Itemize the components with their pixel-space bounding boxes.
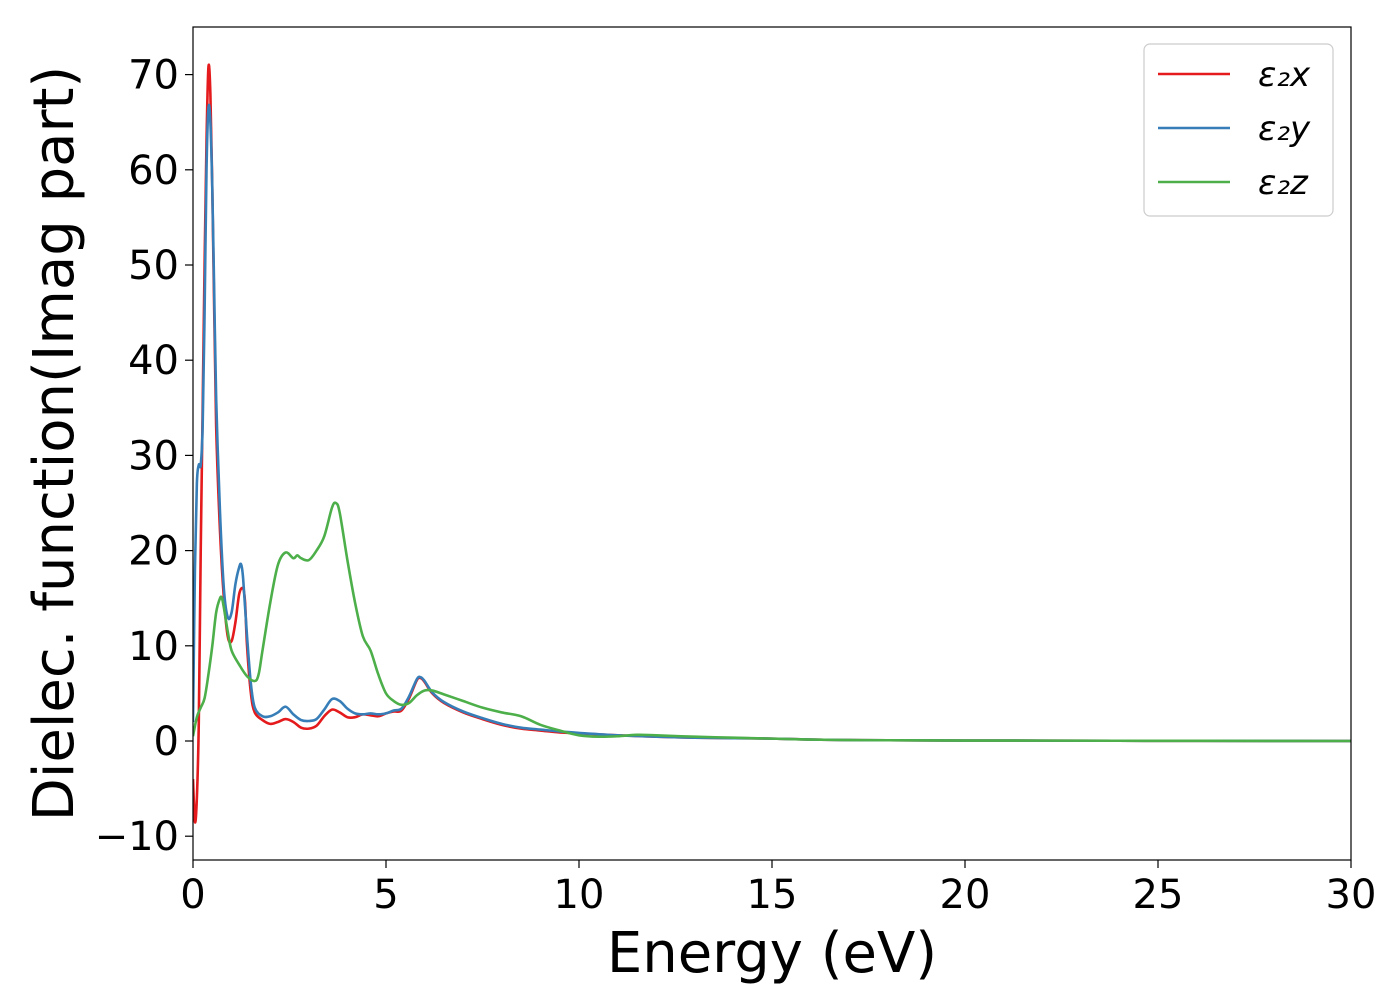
series-layer (193, 63, 1351, 824)
y-tick-label: 70 (128, 53, 179, 99)
x-tick-label: 0 (180, 872, 205, 918)
y-tick-label: 60 (128, 148, 179, 194)
x-tick-label: 15 (747, 872, 798, 918)
y-tick-label: −10 (95, 814, 179, 860)
y-tick-label: 40 (128, 338, 179, 384)
legend-label: ε₂z (1258, 163, 1309, 203)
y-tick-label: 50 (128, 243, 179, 289)
legend-label: ε₂x (1258, 55, 1311, 95)
y-axis: −10 0 10 20 30 40 50 60 70 (95, 53, 193, 860)
x-axis: 0 5 10 15 20 25 30 (180, 860, 1376, 918)
y-tick-label: 30 (128, 433, 179, 479)
x-tick-label: 20 (940, 872, 991, 918)
x-tick-label: 25 (1133, 872, 1184, 918)
y-tick-label: 0 (154, 719, 179, 765)
legend-label: ε₂y (1258, 109, 1311, 149)
legend: ε₂x ε₂y ε₂z (1143, 43, 1334, 217)
x-tick-label: 5 (373, 872, 398, 918)
y-axis-label: Dielec. function(Imag part) (22, 66, 87, 822)
series-line-e2y (193, 103, 1351, 743)
x-tick-label: 30 (1326, 872, 1377, 918)
y-tick-label: 20 (128, 529, 179, 575)
x-axis-label: Energy (eV) (607, 921, 937, 986)
x-tick-label: 10 (554, 872, 605, 918)
legend-box (1143, 43, 1334, 217)
y-tick-label: 10 (128, 624, 179, 670)
series-line-e2z (193, 501, 1351, 743)
